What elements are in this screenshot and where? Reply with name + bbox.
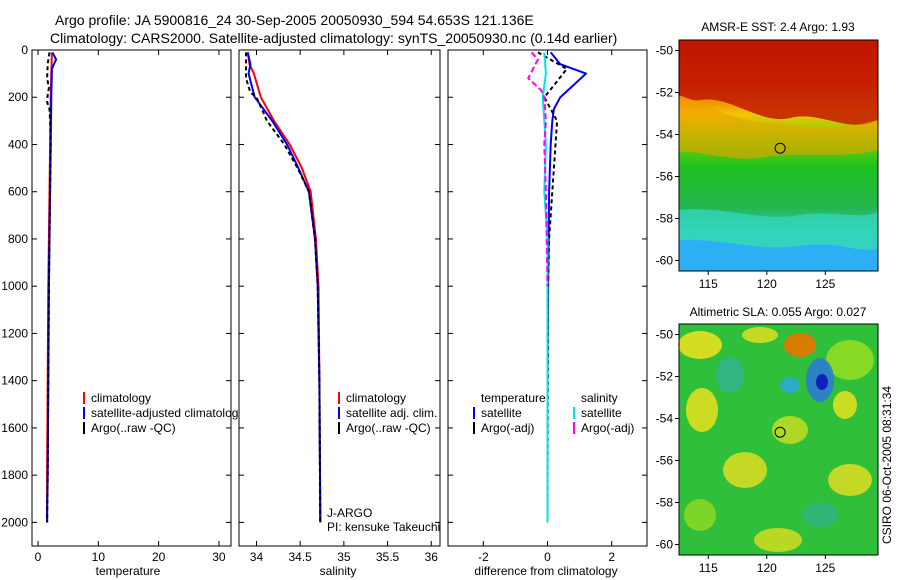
y-tick-label: -50: [656, 44, 674, 58]
legend-label-satellite-adjusted: satellite-adjusted climatology: [91, 406, 244, 420]
legend-label-temp-satellite: satellite: [481, 406, 522, 420]
difference-y-ticks: [448, 49, 647, 523]
x-tick-label: 0: [35, 550, 42, 564]
sst-coldest-region: [679, 239, 878, 271]
sla-map-x-axis: 115 120 125: [699, 555, 836, 575]
x-tick-label: 35.5: [376, 550, 400, 564]
sla-map-y-axis: -50 -52 -54 -56 -58 -60: [656, 328, 679, 552]
figure-title-line1: Argo profile: JA 5900816_24 30-Sep-2005 …: [55, 12, 534, 28]
sst-map-frame: [678, 39, 879, 272]
x-tick-label: 20: [152, 550, 166, 564]
legend-title-temperature: temperature: [481, 391, 546, 405]
salinity-x-label: salinity: [320, 564, 357, 578]
difference-panel: -2 0 2 difference from climatology tempera…: [447, 49, 648, 578]
sst-map-title: AMSR-E SST: 2.4 Argo: 1.93: [701, 20, 855, 34]
x-tick-label: 120: [757, 561, 777, 575]
temperature-legend: climatology satellite-adjusted climatolo…: [83, 391, 244, 435]
y-tick-label: 1400: [1, 374, 28, 388]
series-line-salinity-argo-adj: [527, 51, 549, 287]
program-annotation: J-ARGO: [327, 506, 372, 520]
salinity-x-axis: 34 34.5 35 35.5 36: [250, 50, 438, 564]
salinity-legend: climatology satellite adj. clim. Argo(..…: [338, 391, 437, 435]
salinity-y-ticks: [239, 49, 440, 523]
y-tick-label: 2000: [1, 515, 28, 529]
sla-argo-location-marker: [774, 426, 786, 438]
x-tick-label: 34.5: [288, 550, 312, 564]
legend-label-sal-satellite: satellite: [581, 406, 622, 420]
sst-warm-region: [679, 40, 878, 125]
x-tick-label: 36: [425, 550, 439, 564]
temperature-y-axis: 0 200 400 600 800 1000 1200 1400 1600 1800 2000: [1, 43, 231, 529]
y-tick-label: 1800: [1, 468, 28, 482]
sla-map-frame: [678, 323, 879, 556]
x-tick-label: 115: [699, 277, 718, 291]
difference-x-label: difference from climatology: [474, 564, 617, 578]
temperature-x-axis: 0 10 20 30: [35, 50, 226, 564]
x-tick-label: 2: [608, 550, 615, 564]
y-tick-label: -56: [656, 170, 674, 184]
y-tick-label: 200: [8, 90, 28, 104]
y-tick-label: 1000: [1, 279, 28, 293]
x-tick-label: 125: [815, 561, 835, 575]
y-tick-label: 400: [8, 137, 28, 151]
sst-argo-location-marker: [774, 142, 786, 154]
y-tick-label: -52: [656, 370, 674, 384]
x-tick-label: 30: [212, 550, 226, 564]
y-tick-label: -50: [656, 328, 674, 342]
y-tick-label: 0: [21, 43, 28, 57]
sst-map-panel: AMSR-E SST: 2.4 Argo: 1.93 115 120 125 -50…: [656, 20, 879, 291]
legend-label-climatology: climatology: [346, 391, 406, 405]
sst-front-region: [679, 96, 878, 159]
x-tick-label: 35: [337, 550, 351, 564]
series-line-argo-raw-qc: [245, 52, 322, 523]
sla-anomaly-patches: [678, 327, 874, 552]
legend-title-salinity: salinity: [581, 391, 618, 405]
legend-label-temp-argo: Argo(-adj): [481, 421, 534, 435]
difference-x-axis: -2 0 2: [478, 50, 615, 564]
x-tick-label: 10: [92, 550, 106, 564]
legend-label-sal-argo: Argo(-adj): [581, 421, 634, 435]
legend-label-argo: Argo(..raw -QC): [91, 421, 176, 435]
legend-label-argo: Argo(..raw -QC): [346, 421, 431, 435]
y-tick-label: 600: [8, 185, 28, 199]
y-tick-label: -60: [656, 254, 674, 268]
x-tick-label: 125: [815, 277, 835, 291]
x-tick-label: -2: [478, 550, 489, 564]
sla-map-title: Altimetric SLA: 0.055 Argo: 0.027: [690, 305, 867, 319]
x-tick-label: 0: [544, 550, 551, 564]
x-tick-label: 120: [757, 277, 777, 291]
y-tick-label: -56: [656, 454, 674, 468]
temperature-axes-frame: [31, 49, 232, 547]
y-tick-label: -52: [656, 86, 674, 100]
sla-map-panel: Altimetric SLA: 0.055 Argo: 0.027: [656, 305, 879, 575]
legend-label-satellite-adj: satellite adj. clim.: [346, 406, 437, 420]
pi-annotation: PI: kensuke Takeuchi: [327, 520, 440, 534]
difference-legend: temperature satellite Argo(-adj) salinit…: [473, 391, 634, 435]
legend-label-climatology: climatology: [91, 391, 151, 405]
x-tick-label: 34: [250, 550, 264, 564]
y-tick-label: 800: [8, 232, 28, 246]
figure-title-line2: Climatology: CARS2000. Satellite-adjuste…: [50, 30, 618, 46]
series-line-argo-raw-qc: [46, 52, 52, 523]
y-tick-label: -54: [656, 128, 674, 142]
y-tick-label: -58: [656, 212, 674, 226]
temperature-panel: 0 200 400 600 800 1000 1200 1400 1600 1800 2000 0 1…: [1, 43, 244, 578]
y-tick-label: 1600: [1, 421, 28, 435]
temperature-x-label: temperature: [96, 564, 161, 578]
csiro-timestamp: CSIRO 06-Oct-2005 08:31:34: [880, 386, 894, 544]
sst-map-y-axis: -50 -52 -54 -56 -58 -60: [656, 44, 679, 268]
salinity-panel: 34 34.5 35 35.5 36 salinity climatology sate…: [238, 49, 441, 578]
x-tick-label: 115: [699, 561, 718, 575]
y-tick-label: -58: [656, 496, 674, 510]
sst-map-x-axis: 115 120 125: [699, 271, 836, 291]
y-tick-label: -60: [656, 538, 674, 552]
salinity-axes-frame: [238, 49, 441, 547]
y-tick-label: -54: [656, 412, 674, 426]
y-tick-label: 1200: [1, 326, 28, 340]
